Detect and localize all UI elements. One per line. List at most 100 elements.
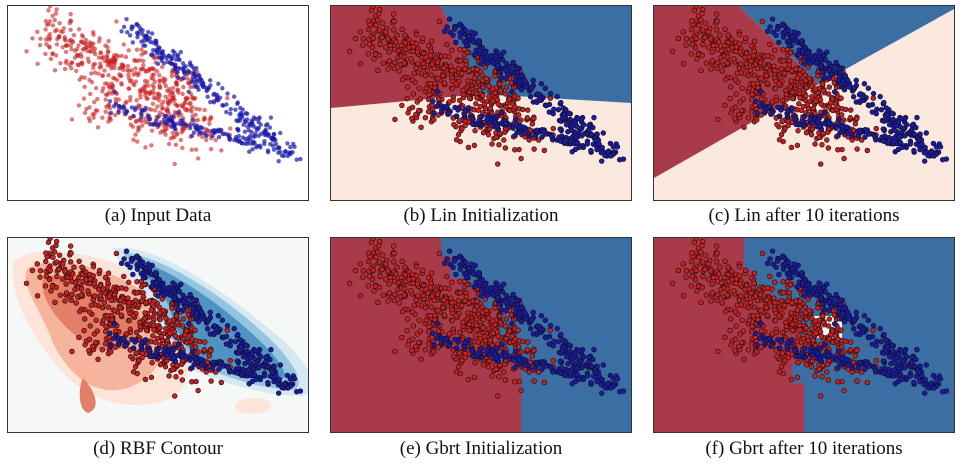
red-point [68,43,73,48]
red-point [375,299,381,305]
red-point [70,271,76,277]
red-point [134,47,140,52]
blue-point [605,149,611,155]
red-point [758,96,765,102]
blue-point [207,309,213,316]
red-point [385,36,391,42]
blue-point [826,75,833,81]
red-point [181,104,186,110]
blue-point [614,376,621,382]
blue-point [911,147,917,154]
blue-point [561,111,567,118]
blue-point [889,110,895,116]
red-point [102,274,109,281]
blue-point [192,69,197,75]
red-point [118,297,124,303]
red-point [53,53,59,58]
blue-point [446,111,452,117]
blue-point [791,29,797,35]
red-point [90,263,97,270]
blue-point [569,359,575,366]
red-point [694,56,700,62]
blue-point [263,127,268,133]
red-point [139,66,145,72]
blue-point [451,26,458,32]
red-point [465,376,472,383]
blue-point [285,385,291,391]
red-point [466,89,473,96]
red-point [503,316,510,322]
red-point [151,298,157,305]
blue-point [140,28,145,33]
blue-point [265,379,271,386]
red-point [475,107,481,113]
red-point [96,267,103,273]
red-point [88,302,94,309]
blue-point [186,89,191,95]
red-point [405,110,411,116]
blue-point [501,281,507,287]
red-point [79,33,85,38]
blue-point [559,133,565,139]
blue-point [187,125,193,131]
red-point [536,137,542,143]
blue-point [469,116,475,122]
red-point [402,32,408,38]
blue-point [205,94,210,99]
red-point [702,34,708,41]
red-points [24,6,233,167]
red-point [462,122,468,129]
blue-point [780,34,787,40]
red-point [409,347,415,354]
blue-point [219,317,226,323]
red-point [392,59,398,66]
blue-point [861,81,868,87]
blue-point [809,120,816,127]
red-point [82,342,88,348]
blue-point [228,338,234,344]
red-point [394,32,400,38]
red-point [149,107,154,112]
red-point [189,379,195,385]
red-point [142,78,148,84]
blue-point [161,348,167,355]
blue-point [931,153,937,159]
red-point [83,45,89,50]
blue-point [268,115,274,120]
red-point [54,42,60,47]
red-point [675,35,682,42]
red-point [187,101,192,107]
blue-point [539,134,545,140]
blue-point [873,137,879,143]
blue-point [568,370,574,377]
red-point [78,286,85,292]
blue-point [495,295,501,301]
blue-point [519,73,526,79]
blue-point [246,135,251,141]
blue-point [456,253,463,260]
red-point [705,44,712,50]
gbrt-init-plot [331,238,631,432]
red-point [70,39,76,45]
red-point [779,118,786,124]
red-point [365,26,372,33]
blue-point [129,105,135,110]
red-point [780,58,787,64]
blue-point [566,110,572,116]
red-point [758,75,764,82]
blue-point [263,123,269,128]
red-point [392,116,398,123]
red-point [52,68,58,73]
red-point [396,68,402,74]
red-point [63,290,70,296]
blue-point [167,292,174,298]
red-point [480,84,486,91]
red-point [128,122,133,127]
red-point [151,85,157,90]
blue-point [194,124,199,130]
red-point [56,266,62,273]
red-point [105,270,112,276]
blue-point [234,370,241,376]
red-point [413,31,420,38]
red-point [746,85,752,91]
